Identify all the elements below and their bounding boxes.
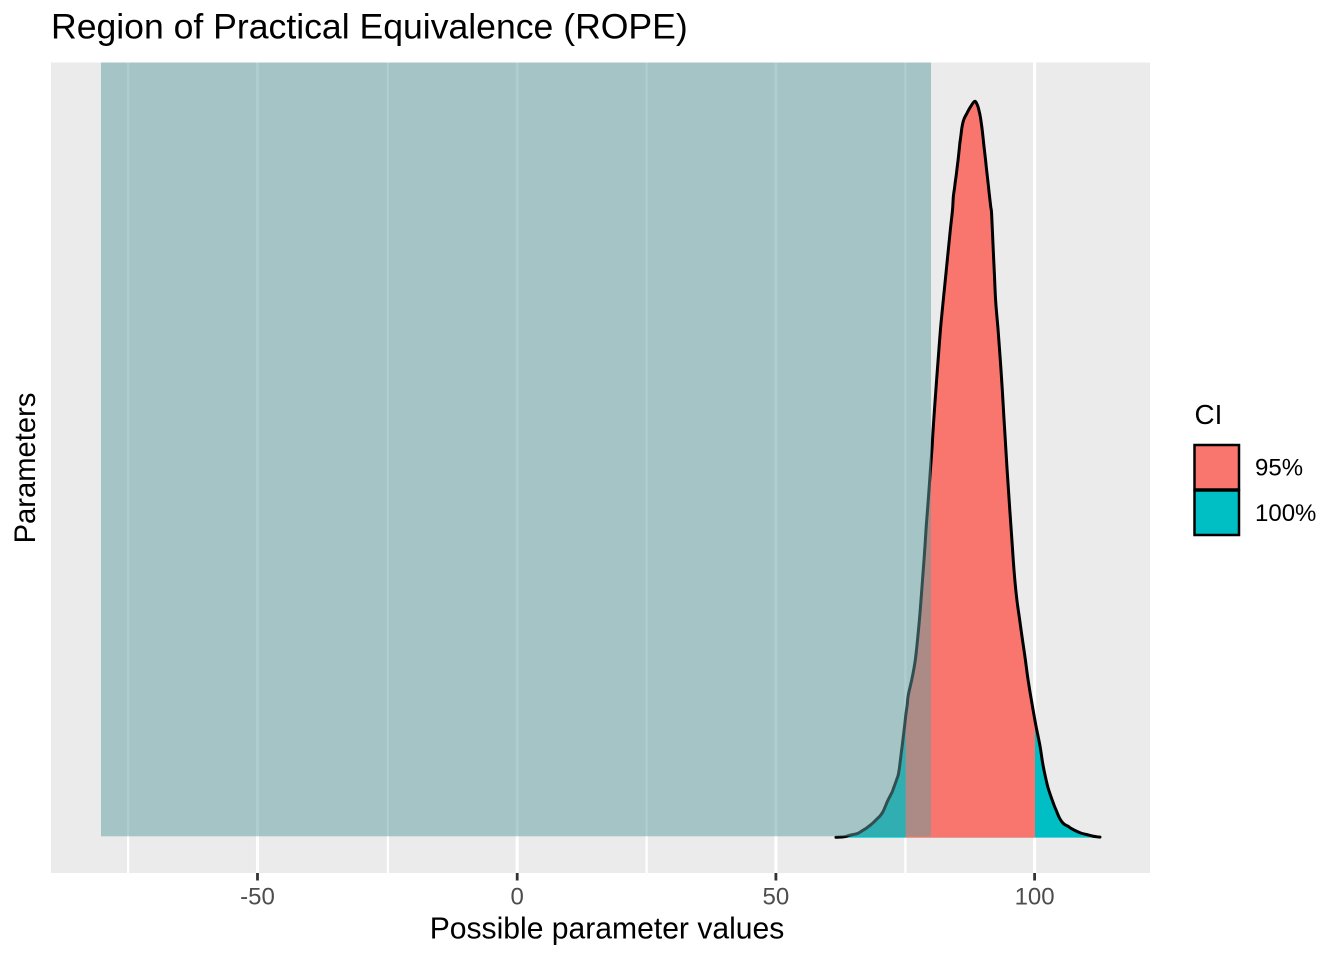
svg-text:Region of Practical Equivalenc: Region of Practical Equivalence (ROPE) xyxy=(51,7,688,47)
svg-text:100%: 100% xyxy=(1255,500,1316,527)
svg-text:-50: -50 xyxy=(240,883,275,910)
svg-text:50: 50 xyxy=(763,883,790,910)
svg-text:CI: CI xyxy=(1195,399,1223,430)
svg-text:0: 0 xyxy=(511,883,524,910)
svg-text:Possible parameter values: Possible parameter values xyxy=(430,913,785,946)
svg-text:Parameters: Parameters xyxy=(10,393,42,544)
svg-text:95%: 95% xyxy=(1255,454,1303,481)
svg-text:100: 100 xyxy=(1015,883,1055,910)
